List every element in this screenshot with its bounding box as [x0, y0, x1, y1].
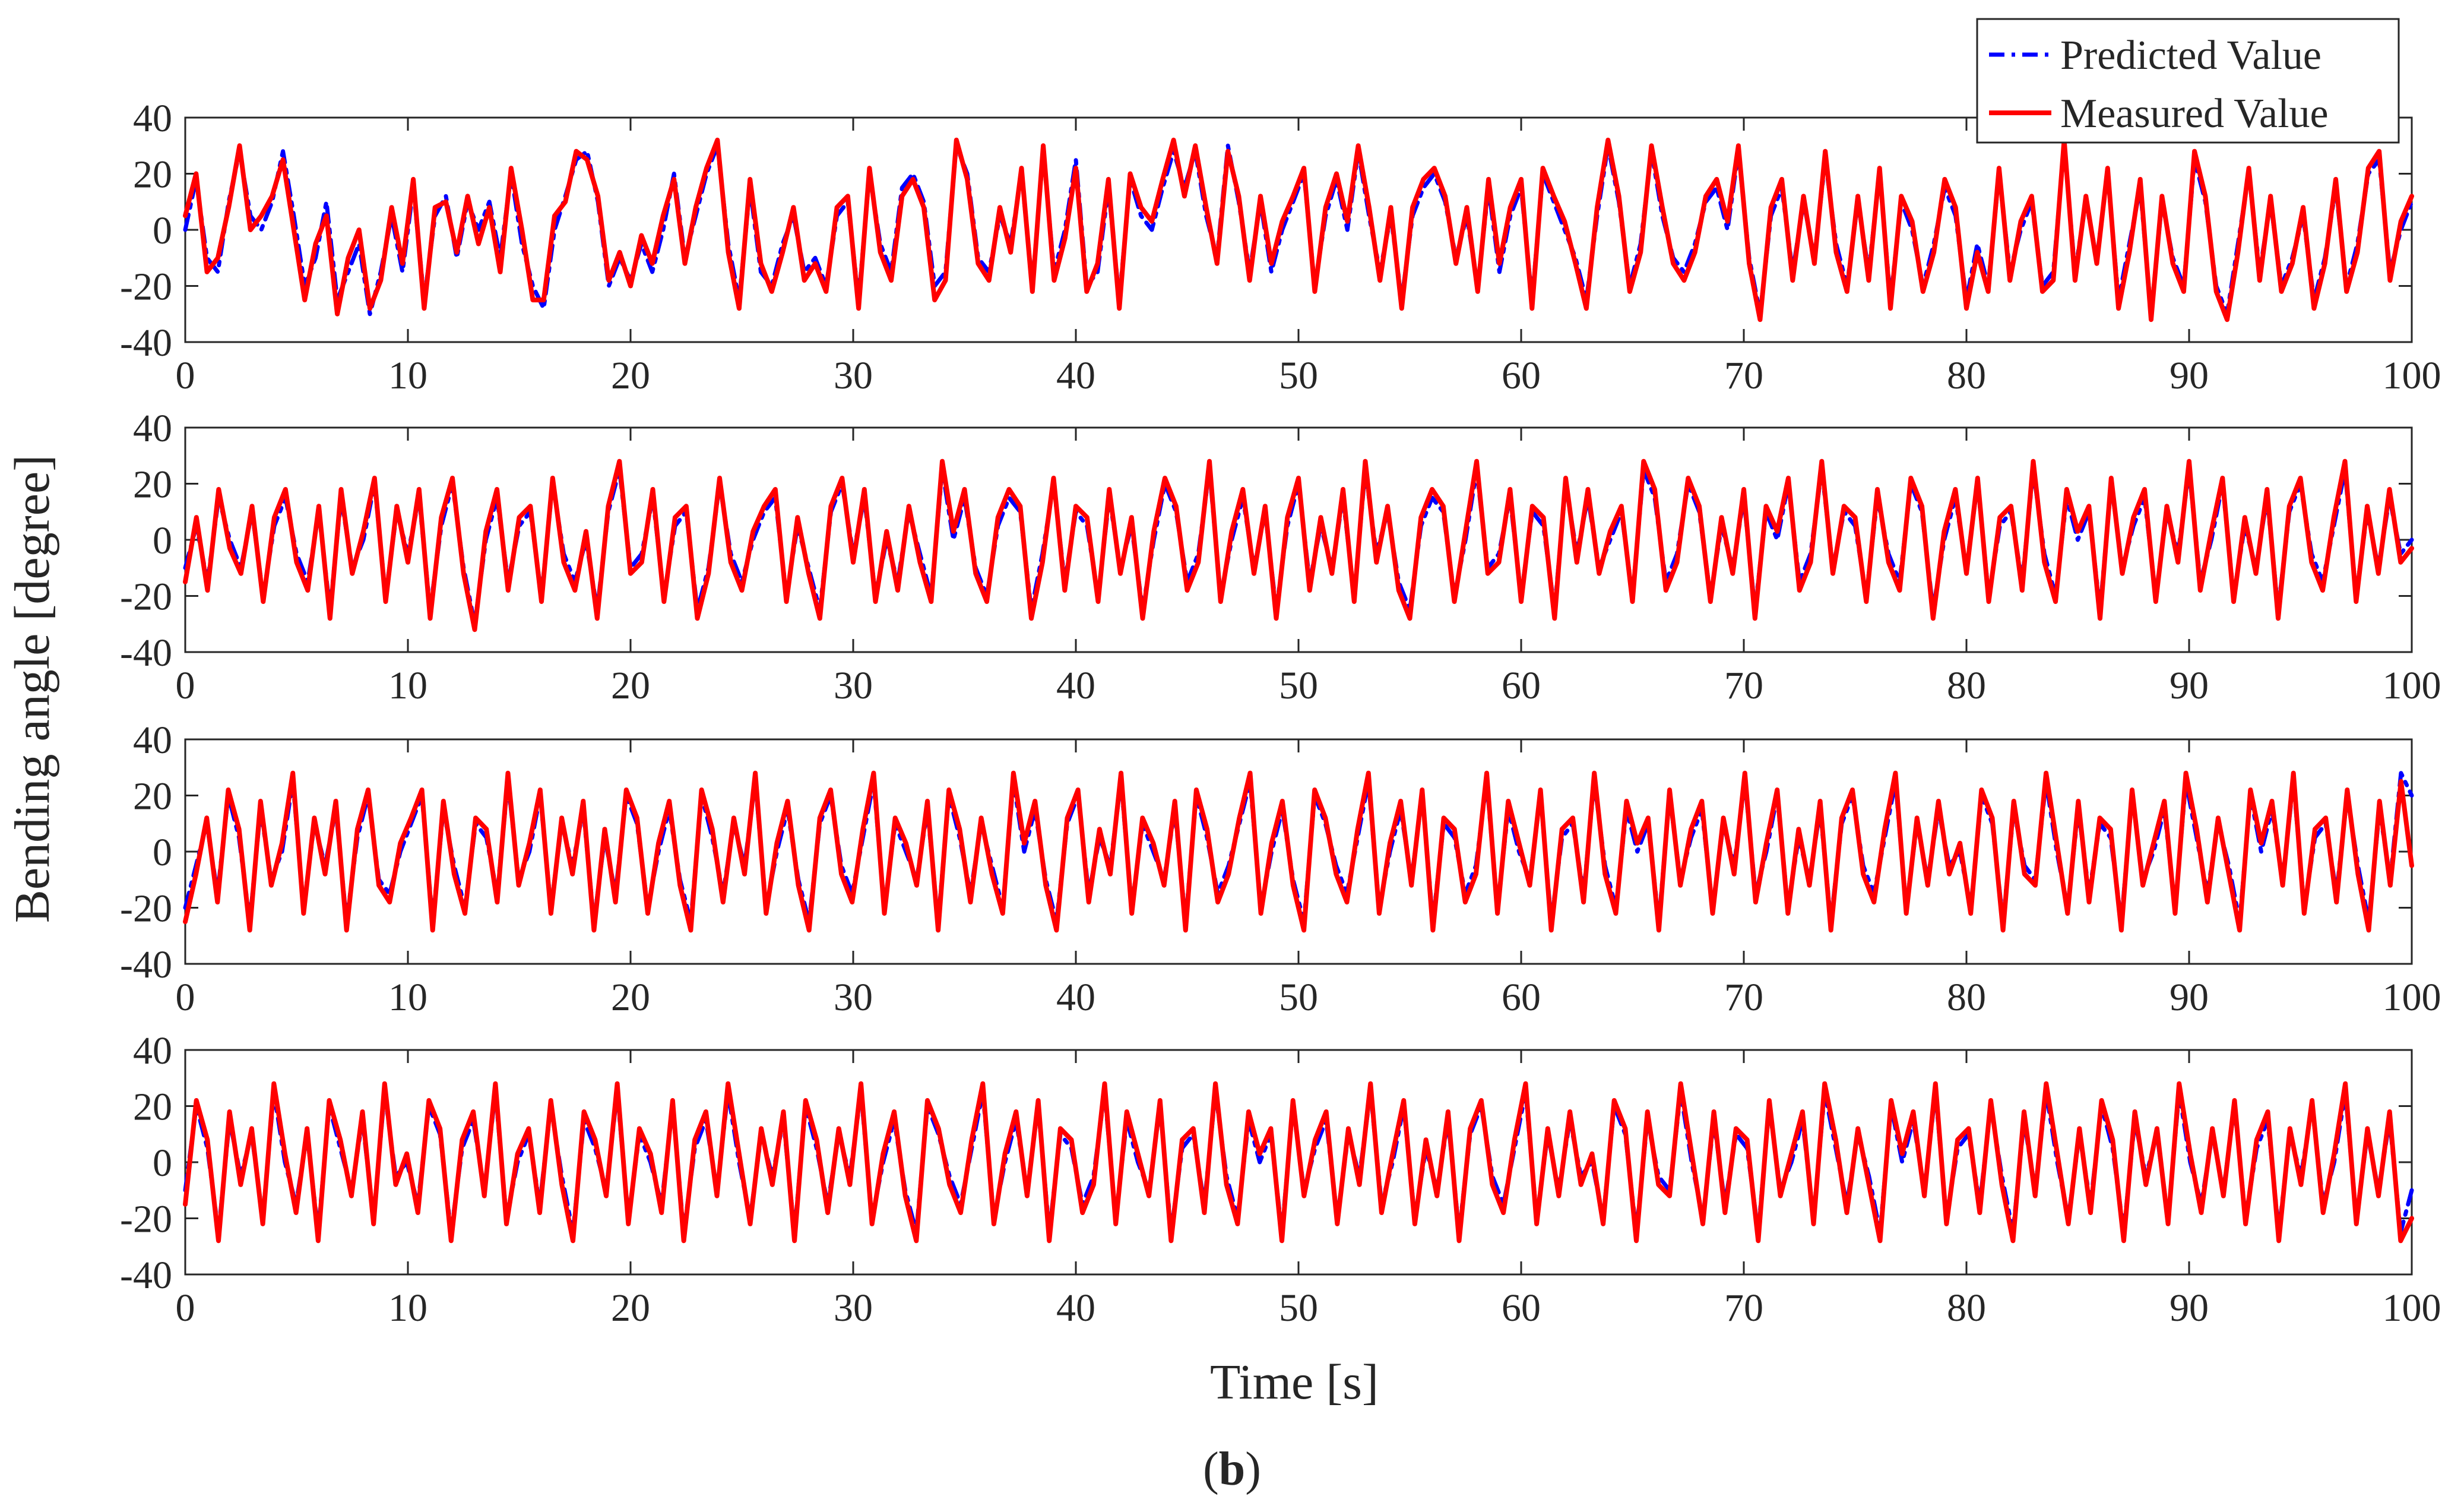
x-tick-label: 30	[834, 354, 873, 397]
y-tick-label: -40	[120, 321, 172, 365]
x-tick-label: 90	[2170, 664, 2209, 707]
y-tick-label: 40	[133, 97, 172, 140]
x-tick-label: 60	[1502, 354, 1541, 397]
x-axis-title: Time [s]	[1210, 1355, 1379, 1410]
caption-close-paren: )	[1245, 1443, 1261, 1495]
y-tick-label: 20	[133, 463, 172, 507]
panel-2-measured-line	[183, 458, 2414, 632]
x-tick-label: 90	[2170, 976, 2209, 1019]
x-tick-label: 90	[2170, 354, 2209, 397]
x-tick-label: 100	[2383, 976, 2441, 1019]
x-tick-label: 40	[1056, 664, 1095, 707]
y-tick-label: 40	[133, 407, 172, 450]
y-tick-label: 20	[133, 775, 172, 818]
y-tick-label: -20	[120, 1198, 172, 1241]
x-tick-label: 60	[1502, 1286, 1541, 1330]
x-tick-label: 60	[1502, 976, 1541, 1019]
legend-label-measured: Measured Value	[2060, 91, 2329, 137]
panel-3-axes-box	[184, 738, 2413, 965]
x-tick-label: 20	[611, 354, 650, 397]
x-tick-label: 60	[1502, 664, 1541, 707]
y-tick-label: 20	[133, 1086, 172, 1129]
x-tick-label: 80	[1947, 354, 1986, 397]
x-tick-label: 50	[1279, 354, 1318, 397]
y-tick-label: 40	[133, 1029, 172, 1073]
x-tick-label: 70	[1724, 976, 1763, 1019]
legend-label-predicted: Predicted Value	[2060, 33, 2322, 78]
x-tick-label: 30	[834, 1286, 873, 1330]
legend-box	[1976, 18, 2400, 144]
x-tick-label: 100	[2383, 354, 2441, 397]
x-tick-label: 100	[2383, 664, 2441, 707]
caption-label: b	[1219, 1443, 1246, 1495]
x-tick-label: 80	[1947, 1286, 1986, 1330]
x-tick-label: 40	[1056, 976, 1095, 1019]
panel-1: 0 10 20 30 40 50 60 70 80 90 100 40 20 0 -20 -40	[120, 97, 2441, 397]
y-tick-label: -20	[120, 575, 172, 619]
y-tick-label: 0	[153, 831, 172, 874]
legend: Predicted Value Measured Value	[1976, 18, 2400, 144]
x-tick-label: 40	[1056, 354, 1095, 397]
x-tick-label: 70	[1724, 664, 1763, 707]
y-tick-label: -40	[120, 943, 172, 986]
x-tick-label: 0	[176, 664, 195, 707]
x-tick-label: 10	[388, 1286, 427, 1330]
y-tick-label: -40	[120, 631, 172, 675]
y-tick-label: 0	[153, 519, 172, 562]
y-tick-label: -20	[120, 265, 172, 309]
x-tick-label: 70	[1724, 1286, 1763, 1330]
x-tick-label: 10	[388, 976, 427, 1019]
panel-3-measured-line	[183, 770, 2414, 933]
panel-4: 0 10 20 30 40 50 60 70 80 90 100 40 20 0 -20 -40	[120, 1029, 2441, 1330]
x-tick-label: 80	[1947, 976, 1986, 1019]
x-tick-label: 90	[2170, 1286, 2209, 1330]
panel-4-measured-line	[183, 1081, 2414, 1244]
x-tick-label: 100	[2383, 1286, 2441, 1330]
x-tick-label: 0	[176, 976, 195, 1019]
x-tick-label: 20	[611, 664, 650, 707]
figure-caption: (b)	[1203, 1443, 1261, 1495]
x-tick-label: 0	[176, 1286, 195, 1330]
y-tick-label: 0	[153, 1141, 172, 1185]
x-tick-label: 30	[834, 976, 873, 1019]
caption-open-paren: (	[1203, 1443, 1219, 1495]
x-tick-label: 40	[1056, 1286, 1095, 1330]
y-tick-label: -40	[120, 1254, 172, 1297]
panel-1-predicted-line	[183, 143, 2414, 317]
panel-1-measured-line	[183, 137, 2414, 322]
x-tick-label: 20	[611, 1286, 650, 1330]
panel-3: 0 10 20 30 40 50 60 70 80 90 100 40 20 0 -20 -40	[120, 719, 2441, 1019]
x-tick-label: 10	[388, 664, 427, 707]
y-axis-title: Bending angle [degree]	[5, 455, 60, 923]
x-tick-label: 50	[1279, 976, 1318, 1019]
x-tick-label: 80	[1947, 664, 1986, 707]
x-tick-label: 50	[1279, 664, 1318, 707]
panel-2: 0 10 20 30 40 50 60 70 80 90 100 40 20 0 -20 -40	[120, 407, 2441, 707]
y-tick-label: 0	[153, 209, 172, 252]
y-tick-label: 20	[133, 153, 172, 197]
x-tick-label: 70	[1724, 354, 1763, 397]
x-tick-label: 50	[1279, 1286, 1318, 1330]
x-tick-label: 20	[611, 976, 650, 1019]
x-tick-label: 10	[388, 354, 427, 397]
x-tick-label: 0	[176, 354, 195, 397]
x-tick-label: 30	[834, 664, 873, 707]
y-tick-label: 40	[133, 719, 172, 762]
y-tick-label: -20	[120, 887, 172, 931]
